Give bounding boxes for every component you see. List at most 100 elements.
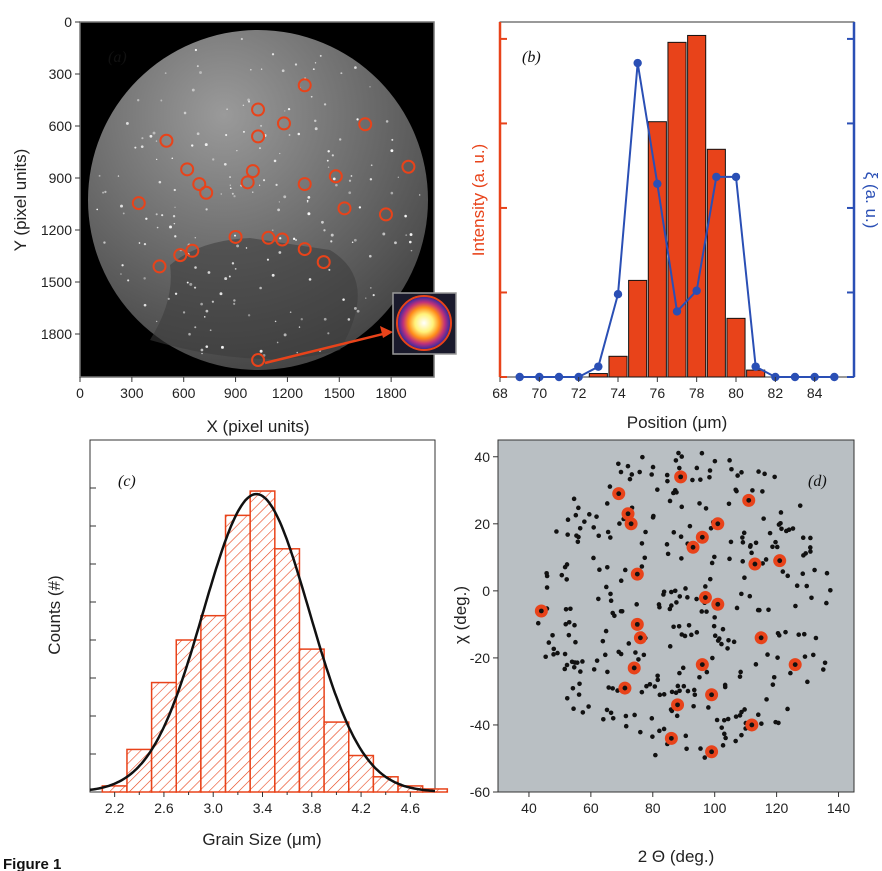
grain-point (676, 450, 681, 456)
grain-point (699, 450, 705, 456)
faint-spot (247, 98, 250, 102)
grain-point (677, 670, 682, 676)
faint-spot (196, 65, 199, 68)
xi-point (653, 179, 662, 188)
grain-point (551, 646, 557, 652)
panel-a-ylabel: Y (pixel units) (11, 149, 30, 252)
faint-spot (342, 298, 345, 301)
grain-point (608, 598, 614, 604)
faint-spot (289, 311, 292, 314)
faint-spot (323, 317, 327, 321)
faint-spot (171, 157, 174, 160)
grain-point (566, 619, 572, 625)
faint-spot (307, 212, 311, 216)
inset-arrow (264, 331, 388, 365)
grain-point (801, 553, 806, 558)
x-tick-label: 900 (224, 385, 248, 401)
grain-point (731, 639, 737, 645)
grain-point (672, 588, 678, 594)
marked-spot (199, 185, 214, 200)
faint-spot (161, 214, 164, 217)
faint-spot (207, 271, 211, 274)
grain-point (812, 567, 817, 573)
faint-spot (229, 176, 231, 178)
faint-spot (271, 53, 275, 56)
grain-point (757, 607, 762, 613)
histogram-bin (126, 748, 153, 793)
grain-point (776, 720, 781, 726)
faint-spot (173, 222, 176, 225)
grain-point (637, 469, 642, 475)
grain-point (657, 604, 662, 610)
panel-d: 40 60 80 100 120 140 -60 -40 -20 0 20 40 (d) 2 Θ (… (451, 439, 855, 866)
figure-label: Figure 1 (3, 856, 61, 871)
faint-spot (274, 320, 277, 323)
marked-spot (297, 78, 312, 93)
grain-point (673, 690, 679, 696)
faint-spot (191, 144, 194, 147)
spot-inset (392, 292, 457, 355)
inset-halo (398, 297, 450, 349)
faint-spot (205, 309, 209, 313)
faint-spot (143, 243, 147, 246)
faint-spot (259, 286, 262, 290)
grain-point (802, 654, 808, 659)
grain-point (734, 605, 740, 611)
grain-point (677, 688, 682, 694)
faint-spot (228, 275, 231, 278)
faint-spot (260, 68, 263, 70)
grain-point (661, 592, 666, 597)
x-tick-label: 74 (610, 385, 626, 401)
grain-point (753, 662, 759, 667)
faint-spot (263, 179, 266, 182)
grain-point (604, 564, 610, 570)
grain-point (562, 564, 568, 570)
grain-point (601, 716, 606, 722)
grain-point (644, 683, 649, 689)
grain-point (796, 632, 802, 637)
grain-point (774, 544, 780, 550)
intensity-bar (608, 355, 628, 378)
grain-point (591, 555, 596, 561)
grain-point (655, 673, 660, 679)
faint-spot (182, 311, 186, 314)
y-tick-label: -40 (470, 717, 490, 733)
faint-spot (209, 329, 212, 332)
intensity-bar (746, 369, 766, 378)
grain-point (778, 521, 783, 526)
highlighted-grain-center (709, 692, 714, 698)
faint-spot (331, 154, 334, 157)
faint-spot (356, 309, 360, 313)
grain-point (604, 707, 610, 713)
faint-spot (307, 196, 311, 199)
y-tick-label: 1800 (41, 326, 72, 342)
grain-point (572, 622, 577, 628)
grain-point (779, 526, 784, 532)
grain-point (610, 686, 615, 691)
grain-point (805, 679, 810, 685)
faint-spot (205, 345, 209, 348)
y-tick-label: 0 (64, 14, 72, 30)
faint-spot (134, 146, 137, 149)
grain-point (820, 667, 826, 672)
grain-point (694, 465, 700, 471)
faint-spot (223, 162, 227, 166)
grain-point (740, 559, 746, 564)
grain-point (582, 519, 587, 524)
grain-point (622, 567, 628, 573)
faint-spot (127, 279, 130, 282)
panel-c-ylabel: Counts (#) (45, 575, 64, 654)
marked-spot (251, 102, 266, 117)
panel-c-x-ticks: 2.2 2.6 3.0 3.4 3.8 4.2 4.6 (105, 792, 420, 816)
faint-spot (298, 326, 301, 328)
grain-point (682, 633, 688, 639)
xi-point (830, 372, 839, 382)
grain-point (555, 650, 560, 656)
grain-point (661, 692, 667, 697)
y-tick-label: 40 (474, 449, 490, 465)
grain-point (684, 746, 689, 752)
faint-spot (295, 239, 297, 241)
grain-point (535, 620, 541, 626)
grain-point (739, 709, 744, 715)
faint-spot (353, 238, 357, 242)
